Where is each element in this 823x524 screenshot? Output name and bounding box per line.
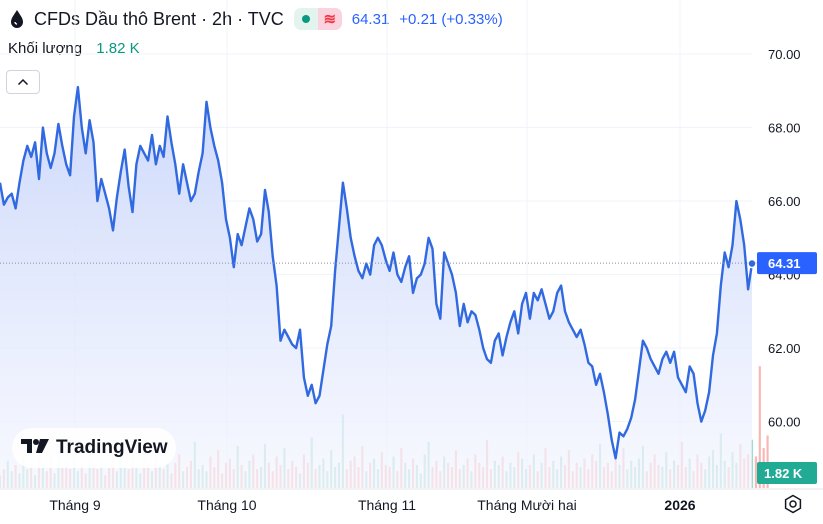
volume-label: Khối lượng <box>8 40 83 57</box>
tradingview-mark-icon <box>20 438 50 459</box>
volume-bar <box>758 366 761 488</box>
market-open-dot-icon <box>293 8 318 30</box>
last-point-marker <box>747 258 757 269</box>
tradingview-logo[interactable]: TradingView <box>12 428 176 468</box>
last-price-badge <box>757 252 817 275</box>
volume-bar <box>766 435 769 488</box>
x-tick-label: Tháng 11 <box>358 497 416 513</box>
oil-drop-icon <box>6 8 28 30</box>
volume-value: 1.82 K <box>96 40 140 57</box>
x-tick-label: 2026 <box>664 497 695 513</box>
y-tick-label: 68.00 <box>768 121 801 136</box>
x-tick-label: Tháng 10 <box>197 497 256 513</box>
chevron-up-icon <box>17 73 29 91</box>
collapse-legend-button[interactable] <box>6 70 40 94</box>
x-tick-label: Tháng Mười hai <box>477 497 576 513</box>
volume-badge <box>757 462 817 484</box>
x-tick-label: Tháng 9 <box>49 497 101 513</box>
price-area <box>0 87 752 488</box>
volume-bar <box>754 456 757 488</box>
logo-text: TradingView <box>56 437 168 458</box>
price-change: +0.21 (+0.33%) <box>399 10 503 28</box>
y-tick-label: 66.00 <box>768 194 801 209</box>
market-status-pill[interactable]: ≋ <box>293 8 342 30</box>
last-price-badge-text: 64.31 <box>768 256 801 271</box>
y-tick-label: 62.00 <box>768 341 801 356</box>
settings-icon[interactable] <box>781 492 805 516</box>
price-line <box>0 85 754 460</box>
volume-badge-text: 1.82 K <box>764 466 803 481</box>
wave-icon: ≋ <box>317 8 342 30</box>
volume-legend: Khối lượng 1.82 K <box>8 40 140 57</box>
y-tick-label: 70.00 <box>768 47 801 62</box>
symbol-title[interactable]: CFDs Dầu thô Brent · 2h · TVC <box>34 8 284 29</box>
last-price: 64.31 <box>351 10 390 28</box>
y-tick-label: 60.00 <box>768 415 801 430</box>
chart-header: CFDs Dầu thô Brent · 2h · TVC ≋ 64.31 +0… <box>6 7 503 31</box>
